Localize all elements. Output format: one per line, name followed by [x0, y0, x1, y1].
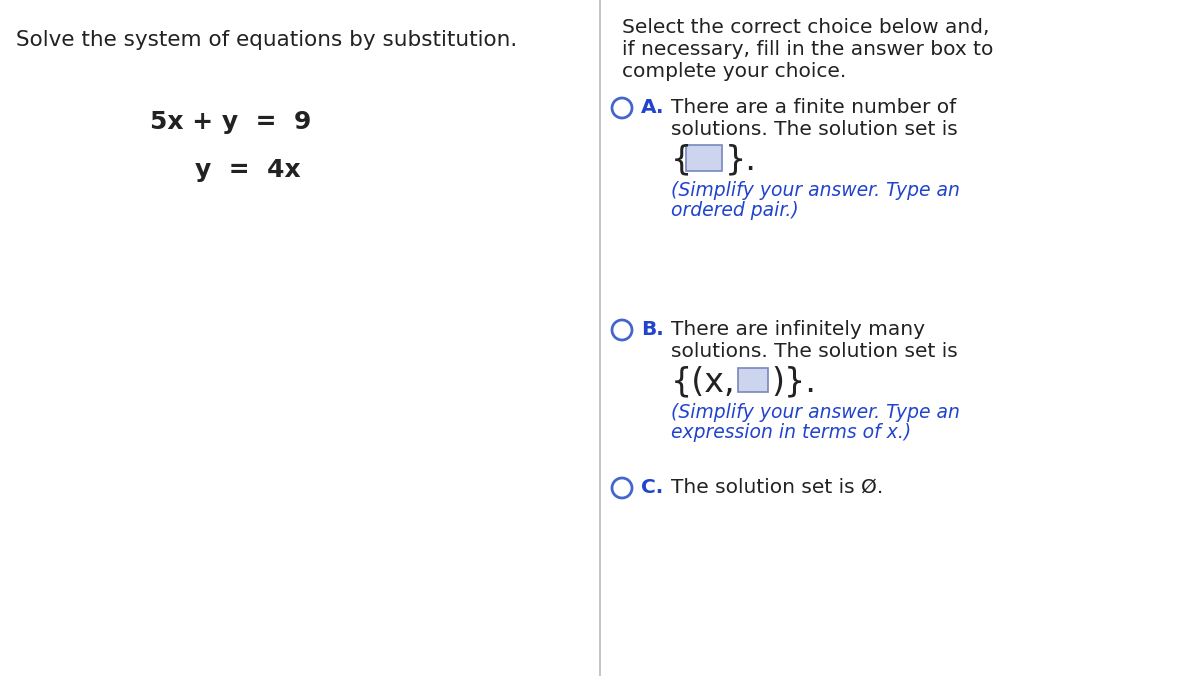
Text: B.: B.: [641, 320, 664, 339]
Text: 5x + y  =  9: 5x + y = 9: [150, 110, 311, 134]
Text: {: {: [671, 143, 692, 176]
Text: solutions. The solution set is: solutions. The solution set is: [671, 120, 958, 139]
Text: ordered pair.): ordered pair.): [671, 201, 799, 220]
Text: complete your choice.: complete your choice.: [622, 62, 846, 81]
Text: A.: A.: [641, 98, 665, 117]
Text: if necessary, fill in the answer box to: if necessary, fill in the answer box to: [622, 40, 994, 59]
Text: }.: }.: [725, 143, 757, 176]
Text: (Simplify your answer. Type an: (Simplify your answer. Type an: [671, 181, 960, 200]
Text: The solution set is Ø.: The solution set is Ø.: [671, 478, 883, 497]
Text: {(x,: {(x,: [671, 365, 736, 398]
Text: solutions. The solution set is: solutions. The solution set is: [671, 342, 958, 361]
Text: There are infinitely many: There are infinitely many: [671, 320, 925, 339]
FancyBboxPatch shape: [738, 368, 768, 392]
Text: (Simplify your answer. Type an: (Simplify your answer. Type an: [671, 403, 960, 422]
Text: y  =  4x: y = 4x: [194, 158, 301, 182]
Text: C.: C.: [641, 478, 664, 497]
Text: expression in terms of x.): expression in terms of x.): [671, 423, 911, 442]
Text: )}.: )}.: [772, 365, 816, 398]
Text: Solve the system of equations by substitution.: Solve the system of equations by substit…: [16, 30, 517, 50]
FancyBboxPatch shape: [686, 145, 722, 171]
Text: Select the correct choice below and,: Select the correct choice below and,: [622, 18, 990, 37]
Text: There are a finite number of: There are a finite number of: [671, 98, 956, 117]
